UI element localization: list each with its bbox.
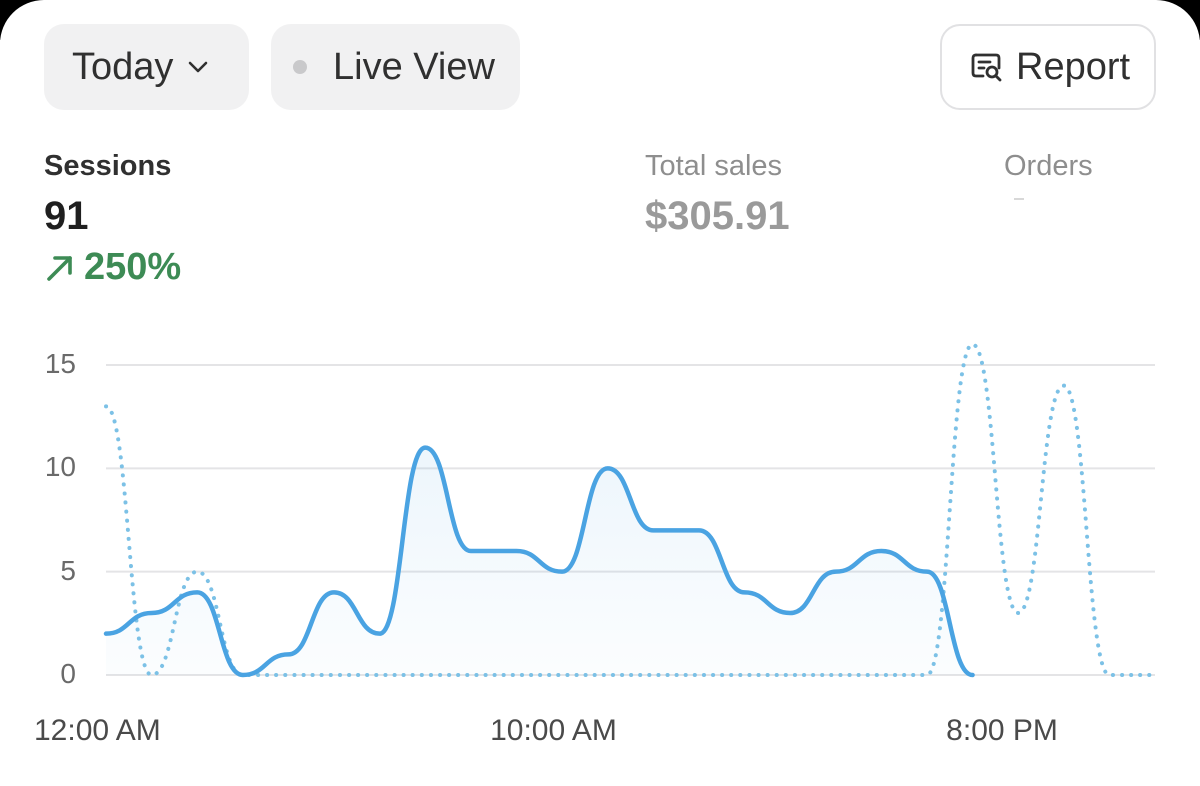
y-tick-label: 10 (44, 451, 76, 483)
sessions-data-point (331, 589, 337, 595)
report-search-icon (970, 50, 1004, 84)
sessions-data-point (377, 631, 383, 637)
date-range-dropdown[interactable]: Today (44, 24, 249, 110)
sessions-data-point (605, 465, 611, 471)
comparison-data-point (240, 672, 246, 678)
total-sales-value: $305.91 (645, 194, 790, 238)
sessions-data-point (650, 527, 656, 533)
report-button[interactable]: Report (940, 24, 1156, 110)
sessions-change: 250% (44, 246, 181, 289)
sessions-data-point (924, 569, 930, 575)
comparison-data-point (833, 672, 839, 678)
comparison-data-point (650, 672, 656, 678)
orders-value-placeholder (1014, 198, 1024, 200)
date-range-label: Today (72, 45, 174, 88)
x-tick-label: 10:00 AM (490, 714, 617, 747)
comparison-data-point (1015, 610, 1021, 616)
sessions-label[interactable]: Sessions (44, 150, 172, 182)
comparison-data-point (331, 672, 337, 678)
orders-label[interactable]: Orders (1004, 150, 1093, 182)
total-sales-label[interactable]: Total sales (645, 150, 783, 182)
y-tick-label: 15 (44, 348, 76, 379)
sessions-data-point (285, 651, 291, 657)
x-tick-label: 12:00 AM (34, 714, 161, 747)
sessions-data-point (194, 589, 200, 595)
sessions-data-point (787, 610, 793, 616)
sessions-change-value: 250% (84, 246, 182, 288)
comparison-data-point (103, 403, 109, 409)
chevron-down-icon (187, 60, 209, 74)
sessions-value: 91 (44, 194, 89, 238)
comparison-data-point (742, 672, 748, 678)
sessions-data-point (422, 445, 428, 451)
sessions-data-point (103, 631, 109, 637)
comparison-data-point (696, 672, 702, 678)
sessions-data-point (149, 610, 155, 616)
y-tick-label: 5 (60, 554, 76, 586)
y-tick-label: 0 (60, 658, 76, 689)
sessions-data-point (970, 672, 976, 678)
comparison-data-point (1152, 672, 1158, 678)
live-dot-icon (293, 60, 307, 74)
arrow-up-right-icon (44, 252, 76, 284)
comparison-data-point (924, 672, 930, 678)
sessions-data-point (742, 589, 748, 595)
live-view-button[interactable]: Live View (271, 24, 520, 110)
comparison-data-point (194, 569, 200, 575)
comparison-data-point (513, 672, 519, 678)
comparison-data-point (149, 672, 155, 678)
comparison-data-point (787, 672, 793, 678)
comparison-data-point (377, 672, 383, 678)
comparison-data-point (468, 672, 474, 678)
comparison-data-point (1106, 672, 1112, 678)
sessions-data-point (513, 548, 519, 554)
comparison-data-point (1061, 383, 1067, 389)
sessions-series-line (103, 445, 975, 678)
comparison-data-point (559, 672, 565, 678)
report-label: Report (1016, 45, 1131, 88)
sessions-data-point (468, 548, 474, 554)
x-tick-label: 8:00 PM (946, 714, 1058, 747)
sessions-data-point (833, 569, 839, 575)
comparison-data-point (605, 672, 611, 678)
comparison-data-point (422, 672, 428, 678)
comparison-data-point (285, 672, 291, 678)
sessions-data-point (696, 527, 702, 533)
comparison-data-point (878, 672, 884, 678)
live-view-label: Live View (333, 45, 495, 88)
sessions-data-point (878, 548, 884, 554)
comparison-data-point (970, 341, 976, 347)
sessions-data-point (559, 569, 565, 575)
